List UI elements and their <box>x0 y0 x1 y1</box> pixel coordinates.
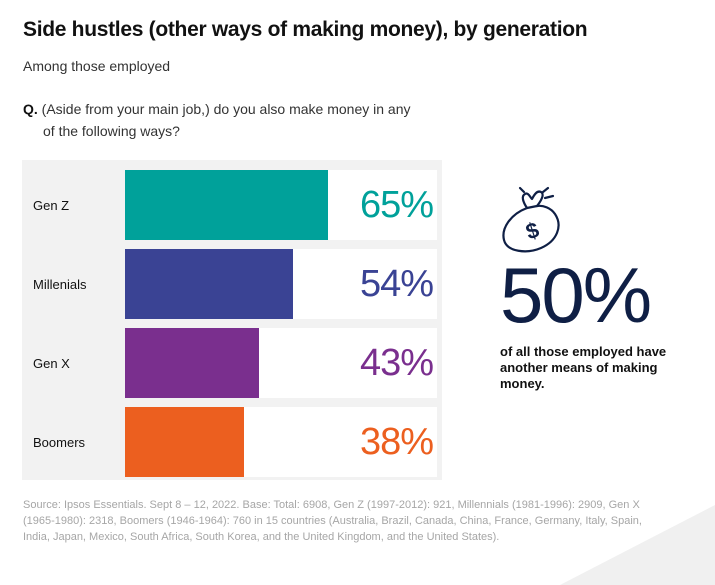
value-label: 43% <box>359 341 434 384</box>
bar-row-gen-z: Gen Z 65% <box>22 170 442 240</box>
bar-row-millenials: Millenials 54% <box>22 249 442 319</box>
bar-track: 38% <box>125 407 437 477</box>
highlight-description: of all those employed have another means… <box>500 344 667 391</box>
bar-track: 43% <box>125 328 437 398</box>
money-bag-icon: $ <box>502 186 560 253</box>
bar-track: 54% <box>125 249 437 319</box>
bar-gen-x <box>125 328 260 398</box>
category-label: Gen Z <box>33 197 70 213</box>
bar-gen-z <box>125 170 328 240</box>
category-label: Gen X <box>33 355 70 371</box>
bar-chart: Gen Z 65% Millenials 54% Gen X 43% Boome… <box>22 160 442 480</box>
value-label: 65% <box>359 183 434 226</box>
value-label: 54% <box>359 262 434 305</box>
bar-millenials <box>125 249 294 319</box>
source-note: Source: Ipsos Essentials. Sept 8 – 12, 2… <box>23 499 642 543</box>
question-prefix: Q. <box>23 101 38 117</box>
question-text-line2: of the following ways? <box>43 123 180 139</box>
bar-row-boomers: Boomers 38% <box>22 407 442 477</box>
chart-subtitle: Among those employed <box>23 58 171 74</box>
highlight-value: 50% <box>500 251 652 339</box>
value-label: 38% <box>359 420 434 463</box>
bar-row-gen-x: Gen X 43% <box>22 328 442 398</box>
survey-question: Q. (Aside from your main job,) do you al… <box>23 98 443 142</box>
question-text-line1: (Aside from your main job,) do you also … <box>41 101 411 117</box>
svg-text:$: $ <box>523 217 542 245</box>
bar-boomers <box>125 407 244 477</box>
category-label: Boomers <box>33 434 86 450</box>
page-corner-decoration <box>560 505 715 585</box>
bar-track: 65% <box>125 170 437 240</box>
chart-title: Side hustles (other ways of making money… <box>23 18 588 41</box>
category-label: Millenials <box>33 276 87 292</box>
